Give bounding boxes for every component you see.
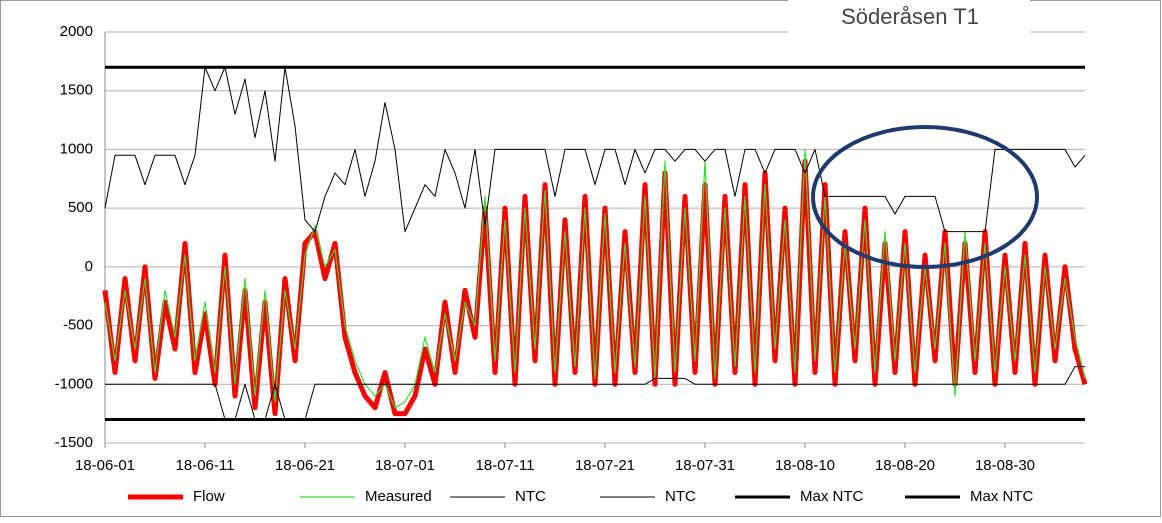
legend-label: Max NTC	[800, 488, 864, 505]
y-tick-label: 1000	[60, 140, 93, 157]
legend-label: NTC	[515, 488, 546, 505]
x-tick-label: 18-06-01	[75, 457, 135, 474]
y-tick-label: -500	[63, 317, 93, 334]
x-tick-label: 18-06-21	[275, 457, 335, 474]
y-tick-label: -1000	[55, 375, 93, 392]
series-line	[105, 366, 1085, 421]
x-tick-label: 18-06-11	[176, 457, 235, 474]
x-tick-label: 18-08-10	[775, 457, 835, 474]
y-tick-label: 2000	[60, 23, 93, 40]
highlight-ellipse	[811, 125, 1039, 269]
x-tick-label: 18-08-30	[975, 457, 1035, 474]
series-line	[104, 148, 1086, 409]
x-tick-label: 18-07-01	[375, 457, 435, 474]
x-tick-label: 18-07-31	[675, 457, 735, 474]
series-line	[104, 66, 1086, 233]
x-tick-label: 18-08-20	[875, 457, 935, 474]
y-tick-label: 1500	[60, 82, 93, 99]
legend-label: NTC	[665, 488, 696, 505]
y-tick-label: 500	[68, 199, 93, 216]
x-tick-label: 18-07-21	[575, 457, 635, 474]
chart-title: Söderåsen T1	[841, 4, 979, 29]
x-tick-label: 18-07-11	[476, 457, 535, 474]
legend-label: Max NTC	[970, 488, 1034, 505]
legend-label: Measured	[365, 488, 432, 505]
y-tick-label: 0	[85, 258, 93, 275]
legend-label: Flow	[193, 488, 225, 505]
y-tick-label: -1500	[55, 434, 93, 451]
title-box	[788, 0, 1030, 40]
